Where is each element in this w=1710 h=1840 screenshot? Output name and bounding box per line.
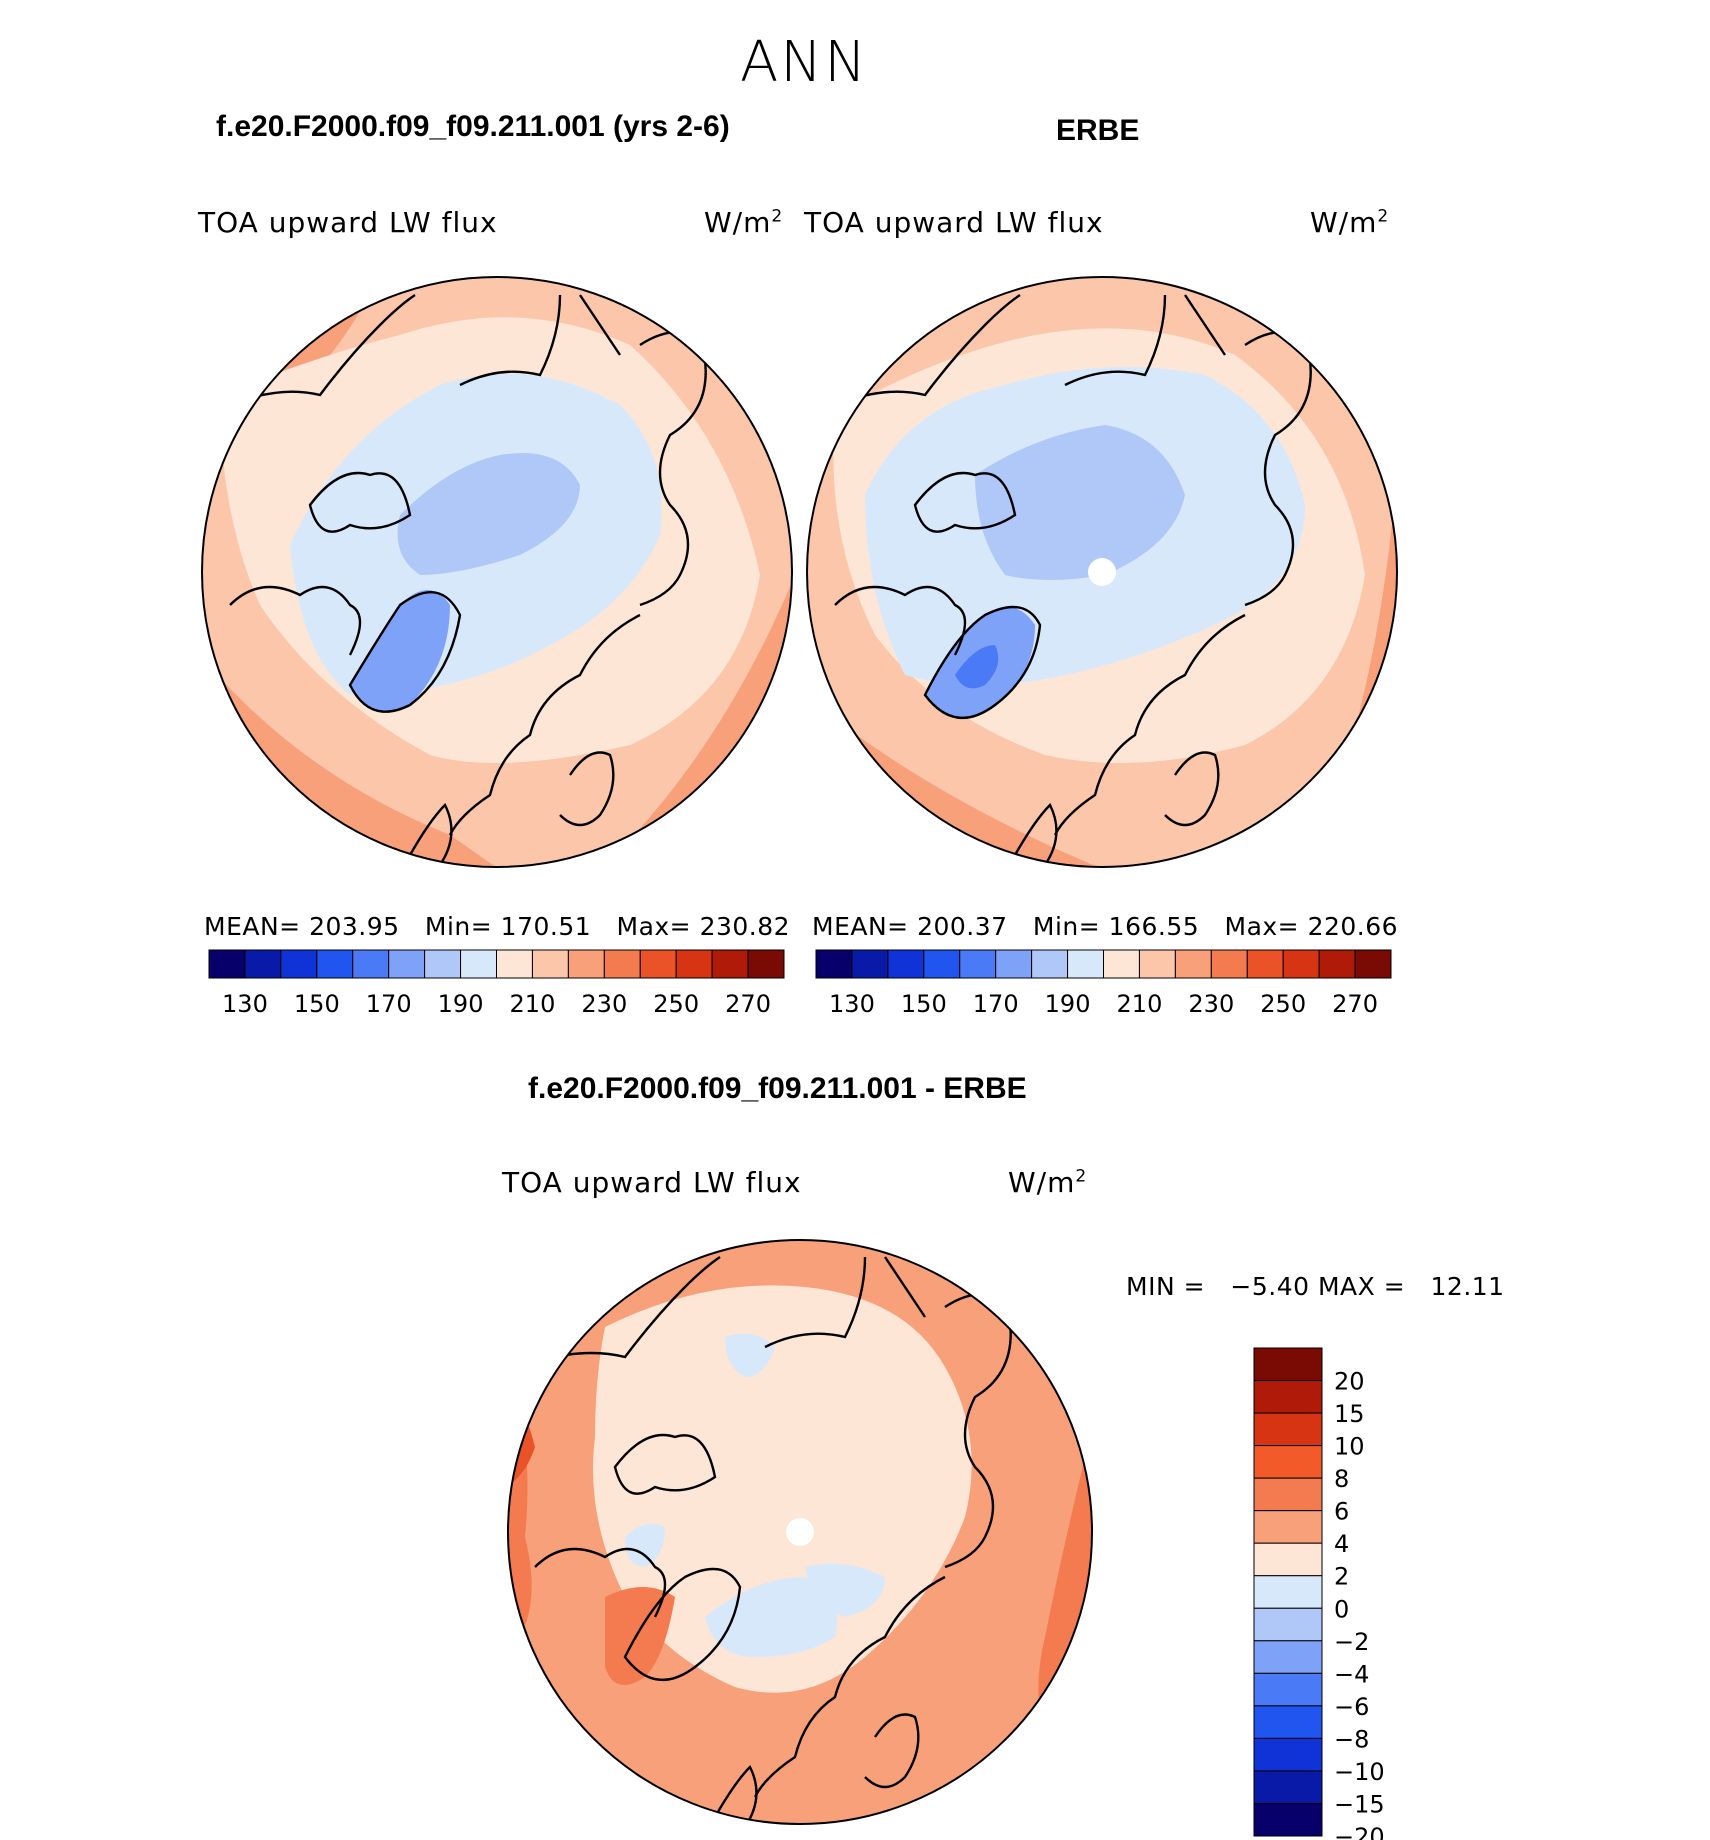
panel2-colorbar-tick-label: 190 (1045, 990, 1091, 1018)
panel2-colorbar-box (995, 949, 1033, 979)
diff-colorbar-box (1253, 1445, 1323, 1479)
panel2-colorbar-box (1031, 949, 1069, 979)
panel2-colorbar-box (1067, 949, 1104, 979)
panel1-colorbar-box (352, 949, 390, 979)
panel2-colorbar-box (1282, 949, 1320, 979)
figure-supertitle: ANN (740, 30, 869, 95)
panel1-colorbar-box (675, 949, 713, 979)
panel1-colorbar-box (639, 949, 677, 979)
panel1-colorbar-tick-label: 270 (725, 990, 771, 1018)
diff-colorbar-box (1253, 1802, 1323, 1837)
diff-colorbar-box (1253, 1672, 1323, 1707)
panel2-colorbar-box (1354, 949, 1392, 979)
panel2-colorbar-tick-label: 210 (1117, 990, 1163, 1018)
diff-colorbar-box (1253, 1705, 1323, 1739)
diff-colorbar-box (1253, 1575, 1323, 1609)
diff-colorbar-box (1253, 1640, 1323, 1674)
panel1-colorbar-box (316, 949, 354, 979)
panel1-colorbar: 130 150 170 190 210 230 250 270 (208, 949, 785, 1018)
diff-colorbar-tick-label: 8 (1334, 1465, 1349, 1493)
panel1-colorbar-tick-label: 150 (294, 990, 340, 1018)
panel2-colorbar-tick-label: 270 (1332, 990, 1378, 1018)
diff-variable-label: TOA upward LW flux (502, 1166, 802, 1199)
panel2-colorbar-tick-label: 130 (829, 990, 875, 1018)
diff-colorbar-box (1253, 1477, 1323, 1512)
panel2-stats: MEAN= 200.37 Min= 166.55 Max= 220.66 (812, 912, 1399, 941)
panel2-colorbar-box (851, 949, 889, 979)
diff-colorbar-tick-label: 0 (1334, 1595, 1349, 1623)
diff-colorbar-tick-label: −4 (1334, 1660, 1369, 1688)
diff-colorbar-box (1253, 1607, 1323, 1642)
panel2-colorbar-tick-label: 150 (901, 990, 947, 1018)
diff-colorbar-box (1253, 1770, 1323, 1804)
panel2-colorbar-box (1210, 949, 1248, 979)
diff-title: f.e20.F2000.f09_f09.211.001 - ERBE (528, 1072, 1027, 1105)
panel1-title: f.e20.F2000.f09_f09.211.001 (yrs 2-6) (216, 110, 730, 143)
panel2-colorbar: 130 150 170 190 210 230 250 270 (815, 949, 1392, 1018)
diff-colorbar-box (1253, 1510, 1323, 1544)
panel2-colorbar-box (1138, 949, 1176, 979)
panel1-colorbar-box (567, 949, 605, 979)
panel1-variable-label: TOA upward LW flux (198, 206, 498, 239)
panel1-colorbar-box (496, 949, 533, 979)
panel1-colorbar-box (280, 949, 318, 979)
panel1-polar-map (201, 276, 793, 868)
panel1-colorbar-box (388, 949, 426, 979)
panel2-colorbar-box (1174, 949, 1212, 979)
diff-colorbar-tick-label: −20 (1334, 1823, 1385, 1840)
panel1-colorbar-box (711, 949, 749, 979)
diff-colorbar-tick-label: −6 (1334, 1693, 1369, 1721)
diff-colorbar-box (1253, 1412, 1323, 1447)
panel1-colorbar-tick-label: 190 (438, 990, 484, 1018)
diff-colorbar-tick-label: 15 (1334, 1400, 1365, 1428)
diff-colorbar-tick-label: 10 (1334, 1433, 1365, 1461)
diff-polar-map (507, 1239, 1093, 1825)
panel2-units-label: W/m2 (1310, 206, 1390, 239)
panel2-variable-label: TOA upward LW flux (804, 206, 1104, 239)
panel2-polar-map (806, 276, 1398, 868)
panel1-colorbar-tick-label: 170 (366, 990, 412, 1018)
panel1-colorbar-box (208, 949, 246, 979)
panel2-colorbar-box (1318, 949, 1356, 979)
diff-units-label: W/m2 (1008, 1166, 1088, 1199)
diff-colorbar-tick-label: −10 (1334, 1758, 1385, 1786)
diff-colorbar-box (1253, 1380, 1323, 1414)
panel1-colorbar-box (424, 949, 462, 979)
panel1-colorbar-box (747, 949, 785, 979)
panel1-field-170-180 (397, 453, 580, 575)
panel2-colorbar-box (1103, 949, 1140, 979)
panel2-colorbar-box (959, 949, 997, 979)
diff-colorbar-tick-label: −8 (1334, 1725, 1369, 1753)
panel2-colorbar-box (923, 949, 961, 979)
panel1-units-label: W/m2 (704, 206, 784, 239)
diff-colorbar-box (1253, 1737, 1323, 1772)
panel2-colorbar-tick-label: 250 (1260, 990, 1306, 1018)
panel1-stats: MEAN= 203.95 Min= 170.51 Max= 230.82 (204, 912, 791, 941)
diff-colorbar-box (1253, 1542, 1323, 1577)
panel1-colorbar-tick-label: 210 (510, 990, 556, 1018)
panel2-title: ERBE (1056, 114, 1140, 147)
panel1-colorbar-tick-label: 130 (222, 990, 268, 1018)
diff-colorbar-tick-label: 6 (1334, 1498, 1349, 1526)
diff-colorbar-tick-label: −2 (1334, 1628, 1369, 1656)
diff-colorbar-tick-label: 20 (1334, 1368, 1365, 1396)
diff-minmax: MIN = −5.40 MAX = 12.11 (1126, 1272, 1505, 1301)
panel1-colorbar-tick-label: 250 (653, 990, 699, 1018)
panel2-colorbar-box (815, 949, 853, 979)
panel2-colorbar-box (887, 949, 925, 979)
diff-colorbar-tick-label: 4 (1334, 1530, 1349, 1558)
diff-colorbar-tick-label: 2 (1334, 1563, 1349, 1591)
panel1-colorbar-box (244, 949, 282, 979)
panel2-colorbar-tick-label: 170 (973, 990, 1019, 1018)
panel2-colorbar-tick-label: 230 (1188, 990, 1234, 1018)
diff-colorbar-tick-label: −15 (1334, 1790, 1385, 1818)
panel1-greenland-low (350, 590, 450, 712)
panel1-colorbar-box (531, 949, 569, 979)
panel1-colorbar-tick-label: 230 (581, 990, 627, 1018)
panel2-colorbar-box (1246, 949, 1284, 979)
panel1-colorbar-box (460, 949, 497, 979)
panel1-colorbar-box (603, 949, 641, 979)
diff-colorbar-box (1253, 1347, 1323, 1382)
